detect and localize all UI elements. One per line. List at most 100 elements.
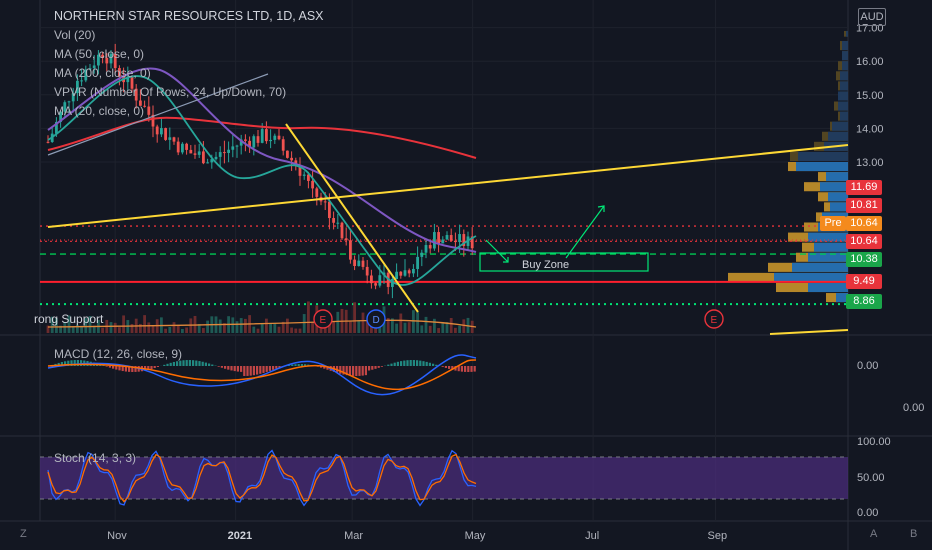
candle-body-96 — [449, 235, 453, 241]
macd-hist-46 — [195, 360, 198, 366]
macd-pane — [47, 354, 477, 396]
currency-label[interactable]: AUD — [858, 8, 886, 26]
candle-body-61 — [302, 174, 306, 176]
macd-legend[interactable]: MACD (12, 26, close, 9) — [54, 347, 183, 361]
axes: 17.00 16.00 15.00 14.00 13.00 Nov 2021 Mar May Ju… — [107, 23, 883, 542]
volume-bar-56 — [281, 321, 285, 333]
drawings[interactable]: Buy Zone E D E — [47, 73, 849, 335]
macd-hist-126 — [451, 366, 454, 370]
zoom-button[interactable]: Z — [20, 528, 27, 540]
ma50-line — [47, 67, 477, 253]
candle-body-39 — [210, 159, 214, 163]
macd-hist-131 — [467, 366, 470, 372]
macd-hist-25 — [128, 366, 131, 372]
macd-hist-132 — [470, 366, 473, 372]
volume-bar-90 — [424, 316, 428, 333]
macd-hist-27 — [134, 366, 137, 372]
candle-body-95 — [445, 235, 449, 240]
macd-hist-102 — [374, 366, 377, 369]
macd-hist-49 — [204, 362, 207, 366]
vp-row-down-8 — [840, 111, 848, 121]
volume-bar-10 — [88, 316, 92, 333]
time-tick-0: Nov — [107, 530, 127, 542]
candle-body-6 — [71, 93, 75, 102]
macd-hist-123 — [441, 366, 444, 367]
volume-bar-41 — [218, 319, 222, 333]
macd-hist-112 — [406, 360, 409, 366]
pre-market-badge: Pre — [820, 216, 846, 231]
candle-body-43 — [227, 149, 230, 153]
vp-row-down-2 — [842, 51, 848, 61]
vp-row-down-25 — [808, 282, 848, 293]
macd-hist-99 — [364, 366, 367, 376]
candle-body-55 — [277, 135, 281, 140]
macd-hist-40 — [176, 361, 179, 366]
candle-body-71 — [344, 238, 348, 241]
volume-bar-32 — [181, 328, 184, 333]
macd-axis-zero-2: 0.00 — [903, 402, 925, 414]
volume-bar-74 — [357, 320, 361, 333]
price-tag-8-86: 8.86 — [846, 294, 882, 309]
candle-body-49 — [252, 136, 256, 148]
indicator-vpvr[interactable]: VPVR (Number Of Rows, 24, Up/Down, 70) — [54, 85, 287, 99]
candle-body-79 — [378, 275, 382, 286]
macd-hist-19 — [108, 366, 111, 368]
symbol-title[interactable]: NORTHERN STAR RESOURCES LTD, 1D, ASX — [54, 9, 324, 23]
moving-averages — [47, 67, 477, 286]
vp-row-down-4 — [840, 71, 848, 81]
macd-hist-32 — [150, 366, 153, 369]
candle-body-74 — [357, 260, 361, 267]
auto-scale-button[interactable]: A — [870, 528, 878, 540]
macd-signal-line — [47, 359, 477, 390]
time-tick-2: Mar — [344, 530, 363, 542]
macd-hist-97 — [358, 366, 361, 376]
candle-body-29 — [168, 137, 172, 140]
macd-hist-79 — [300, 364, 303, 366]
buy-zone-label: Buy Zone — [522, 259, 569, 271]
ma200-line — [47, 116, 477, 159]
volume-bar-5 — [67, 315, 71, 333]
macd-hist-92 — [342, 366, 345, 375]
macd-hist-68 — [265, 366, 268, 372]
indicator-ma200[interactable]: MA (200, close, 0) — [54, 66, 151, 80]
macd-hist-103 — [377, 366, 380, 368]
volume-bar-3 — [59, 325, 62, 333]
macd-hist-86 — [323, 366, 326, 369]
candle-body-7 — [76, 80, 79, 94]
macd-hist-72 — [278, 366, 281, 368]
vp-row-down-26 — [836, 293, 848, 303]
indicator-ma20[interactable]: MA (20, close, 0) — [54, 104, 145, 118]
macd-hist-4 — [60, 362, 63, 366]
vp-row-down-24 — [774, 272, 848, 282]
volume-bar-47 — [244, 318, 247, 333]
indicator-ma50[interactable]: MA (50, close, 0) — [54, 47, 145, 61]
stoch-legend[interactable]: Stoch (14, 3, 3) — [54, 451, 137, 465]
macd-hist-65 — [256, 366, 259, 375]
vp-row-down-20 — [808, 232, 848, 242]
macd-hist-34 — [156, 366, 159, 367]
log-scale-button[interactable]: B — [910, 528, 918, 540]
volume-bar-61 — [302, 314, 306, 333]
macd-hist-50 — [208, 363, 211, 366]
candle-body-86 — [407, 270, 411, 274]
candle-body-97 — [454, 240, 457, 243]
macd-hist-55 — [224, 366, 227, 369]
indicator-volume[interactable]: Vol (20) — [54, 28, 96, 42]
candle-body-53 — [269, 139, 272, 142]
volume-bar-45 — [235, 321, 239, 333]
candle-body-68 — [332, 218, 335, 223]
volume-bar-89 — [420, 325, 424, 333]
candle-body-88 — [416, 256, 419, 269]
candle-body-82 — [391, 279, 394, 287]
macd-hist-85 — [320, 366, 323, 368]
candle-body-92 — [433, 232, 436, 249]
macd-hist-33 — [153, 366, 156, 369]
candle-body-47 — [244, 139, 247, 141]
candle-body-56 — [281, 139, 285, 151]
candle-body-89 — [420, 252, 424, 257]
candle-body-90 — [424, 245, 428, 253]
macd-hist-91 — [339, 366, 342, 374]
vp-row-down-6 — [838, 91, 848, 101]
candle-body-31 — [176, 141, 180, 153]
